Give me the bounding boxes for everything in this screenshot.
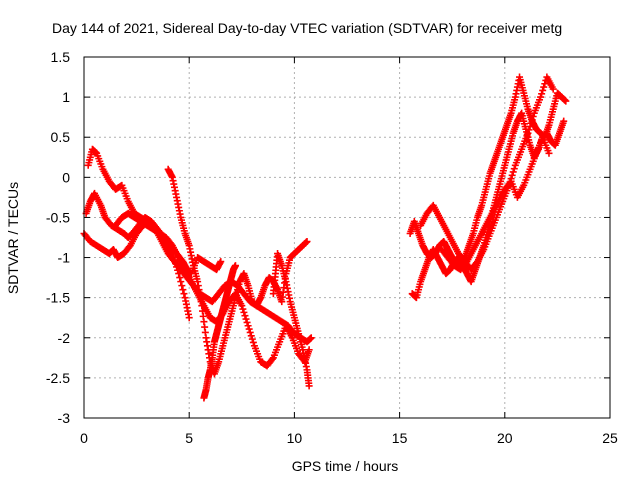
data-point <box>231 262 239 270</box>
data-point <box>537 93 545 101</box>
data-point <box>529 112 537 120</box>
chart-title: Day 144 of 2021, Sidereal Day-to-day VTE… <box>52 20 562 36</box>
y-tick-label: -1.5 <box>46 290 70 306</box>
data-point <box>307 334 315 342</box>
y-tick-label: -2 <box>58 330 71 346</box>
axis-ticks: -3 -2.5 -2 -1.5 -1 -0.5 0 0.5 1 1.5 0 5 10 15 20 25 <box>46 49 618 446</box>
y-tick-label: -1 <box>58 250 71 266</box>
y-tick-label: 0 <box>62 169 70 185</box>
data-point <box>545 149 553 157</box>
data-point <box>528 116 536 124</box>
y-tick-label: 0.5 <box>51 129 71 145</box>
x-tick-label: 20 <box>497 430 513 446</box>
data-point <box>243 318 251 326</box>
y-tick-label: 1.5 <box>51 49 71 65</box>
data-point <box>524 129 532 137</box>
data-point <box>562 97 570 105</box>
x-tick-label: 25 <box>602 430 618 446</box>
data-point <box>242 315 250 323</box>
data-point <box>177 278 185 286</box>
data-point <box>509 168 517 176</box>
data-point <box>185 314 193 322</box>
data-point <box>560 117 568 125</box>
data-point <box>176 274 184 282</box>
data-point <box>178 282 186 290</box>
data-point <box>525 126 533 134</box>
data-point <box>240 308 248 316</box>
data-point <box>510 165 518 173</box>
data-point <box>238 302 246 310</box>
data-point <box>538 90 546 98</box>
data-point <box>245 325 253 333</box>
data-point <box>268 355 276 363</box>
data-point <box>305 382 313 390</box>
data-point <box>246 328 254 336</box>
data-point <box>247 332 255 340</box>
data-point <box>540 83 548 91</box>
data-point <box>249 338 257 346</box>
x-tick-label: 0 <box>80 430 88 446</box>
y-axis-title: SDTVAR / TECUs <box>5 182 21 294</box>
x-tick-label: 10 <box>287 430 303 446</box>
data-point <box>305 346 313 354</box>
data-point <box>217 258 225 266</box>
data-point <box>180 290 188 298</box>
data-point <box>508 171 516 179</box>
y-tick-label: 1 <box>62 89 70 105</box>
data-point <box>303 238 311 246</box>
data-point <box>527 119 535 127</box>
y-tick-label: -3 <box>58 410 71 426</box>
data-point <box>179 286 187 294</box>
x-tick-label: 15 <box>392 430 408 446</box>
data-point <box>549 85 557 93</box>
y-tick-label: -0.5 <box>46 209 70 225</box>
data-point <box>241 312 249 320</box>
x-axis-title: GPS time / hours <box>292 458 399 474</box>
data-point <box>539 86 547 94</box>
y-tick-label: -2.5 <box>46 370 70 386</box>
x-tick-label: 5 <box>185 430 193 446</box>
data-point <box>248 335 256 343</box>
data-points <box>80 73 570 402</box>
data-point <box>239 305 247 313</box>
data-point <box>244 322 252 330</box>
data-point <box>526 123 534 131</box>
plot-frame <box>83 56 611 419</box>
